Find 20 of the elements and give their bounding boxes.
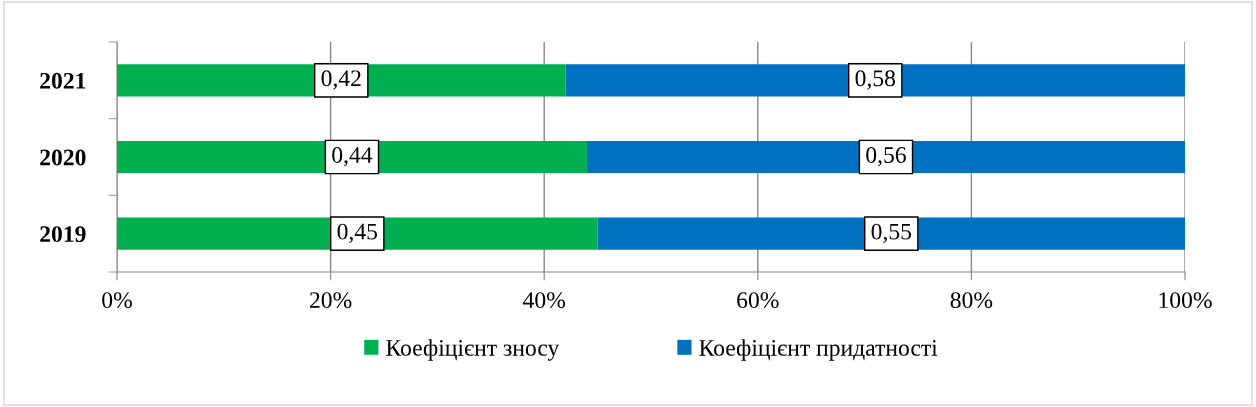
x-tick-label: 80% bbox=[950, 292, 993, 309]
bar bbox=[597, 217, 1185, 250]
bar bbox=[586, 140, 1185, 174]
data-label: 0,44 bbox=[332, 146, 373, 167]
x-tick-label: 60% bbox=[737, 292, 779, 309]
legend-label: Коефіцієнт придатності bbox=[699, 339, 938, 361]
y-tick-label: 2020 bbox=[40, 149, 86, 166]
data-label: 0,56 bbox=[866, 146, 906, 167]
legend-label: Коефіцієнт зносу bbox=[386, 339, 560, 361]
data-label: 0,55 bbox=[871, 223, 912, 243]
data-label: 0,58 bbox=[855, 70, 896, 90]
data-label: 0,45 bbox=[337, 223, 378, 243]
x-tick-label: 0% bbox=[102, 292, 132, 309]
data-label: 0,42 bbox=[321, 70, 361, 90]
y-tick-label: 2019 bbox=[40, 226, 86, 243]
x-tick-label: 20% bbox=[310, 292, 352, 309]
x-tick-label: 100% bbox=[1159, 292, 1212, 309]
y-tick-label: 2021 bbox=[40, 72, 86, 89]
x-tick-label: 40% bbox=[523, 292, 566, 309]
bar bbox=[565, 64, 1185, 97]
